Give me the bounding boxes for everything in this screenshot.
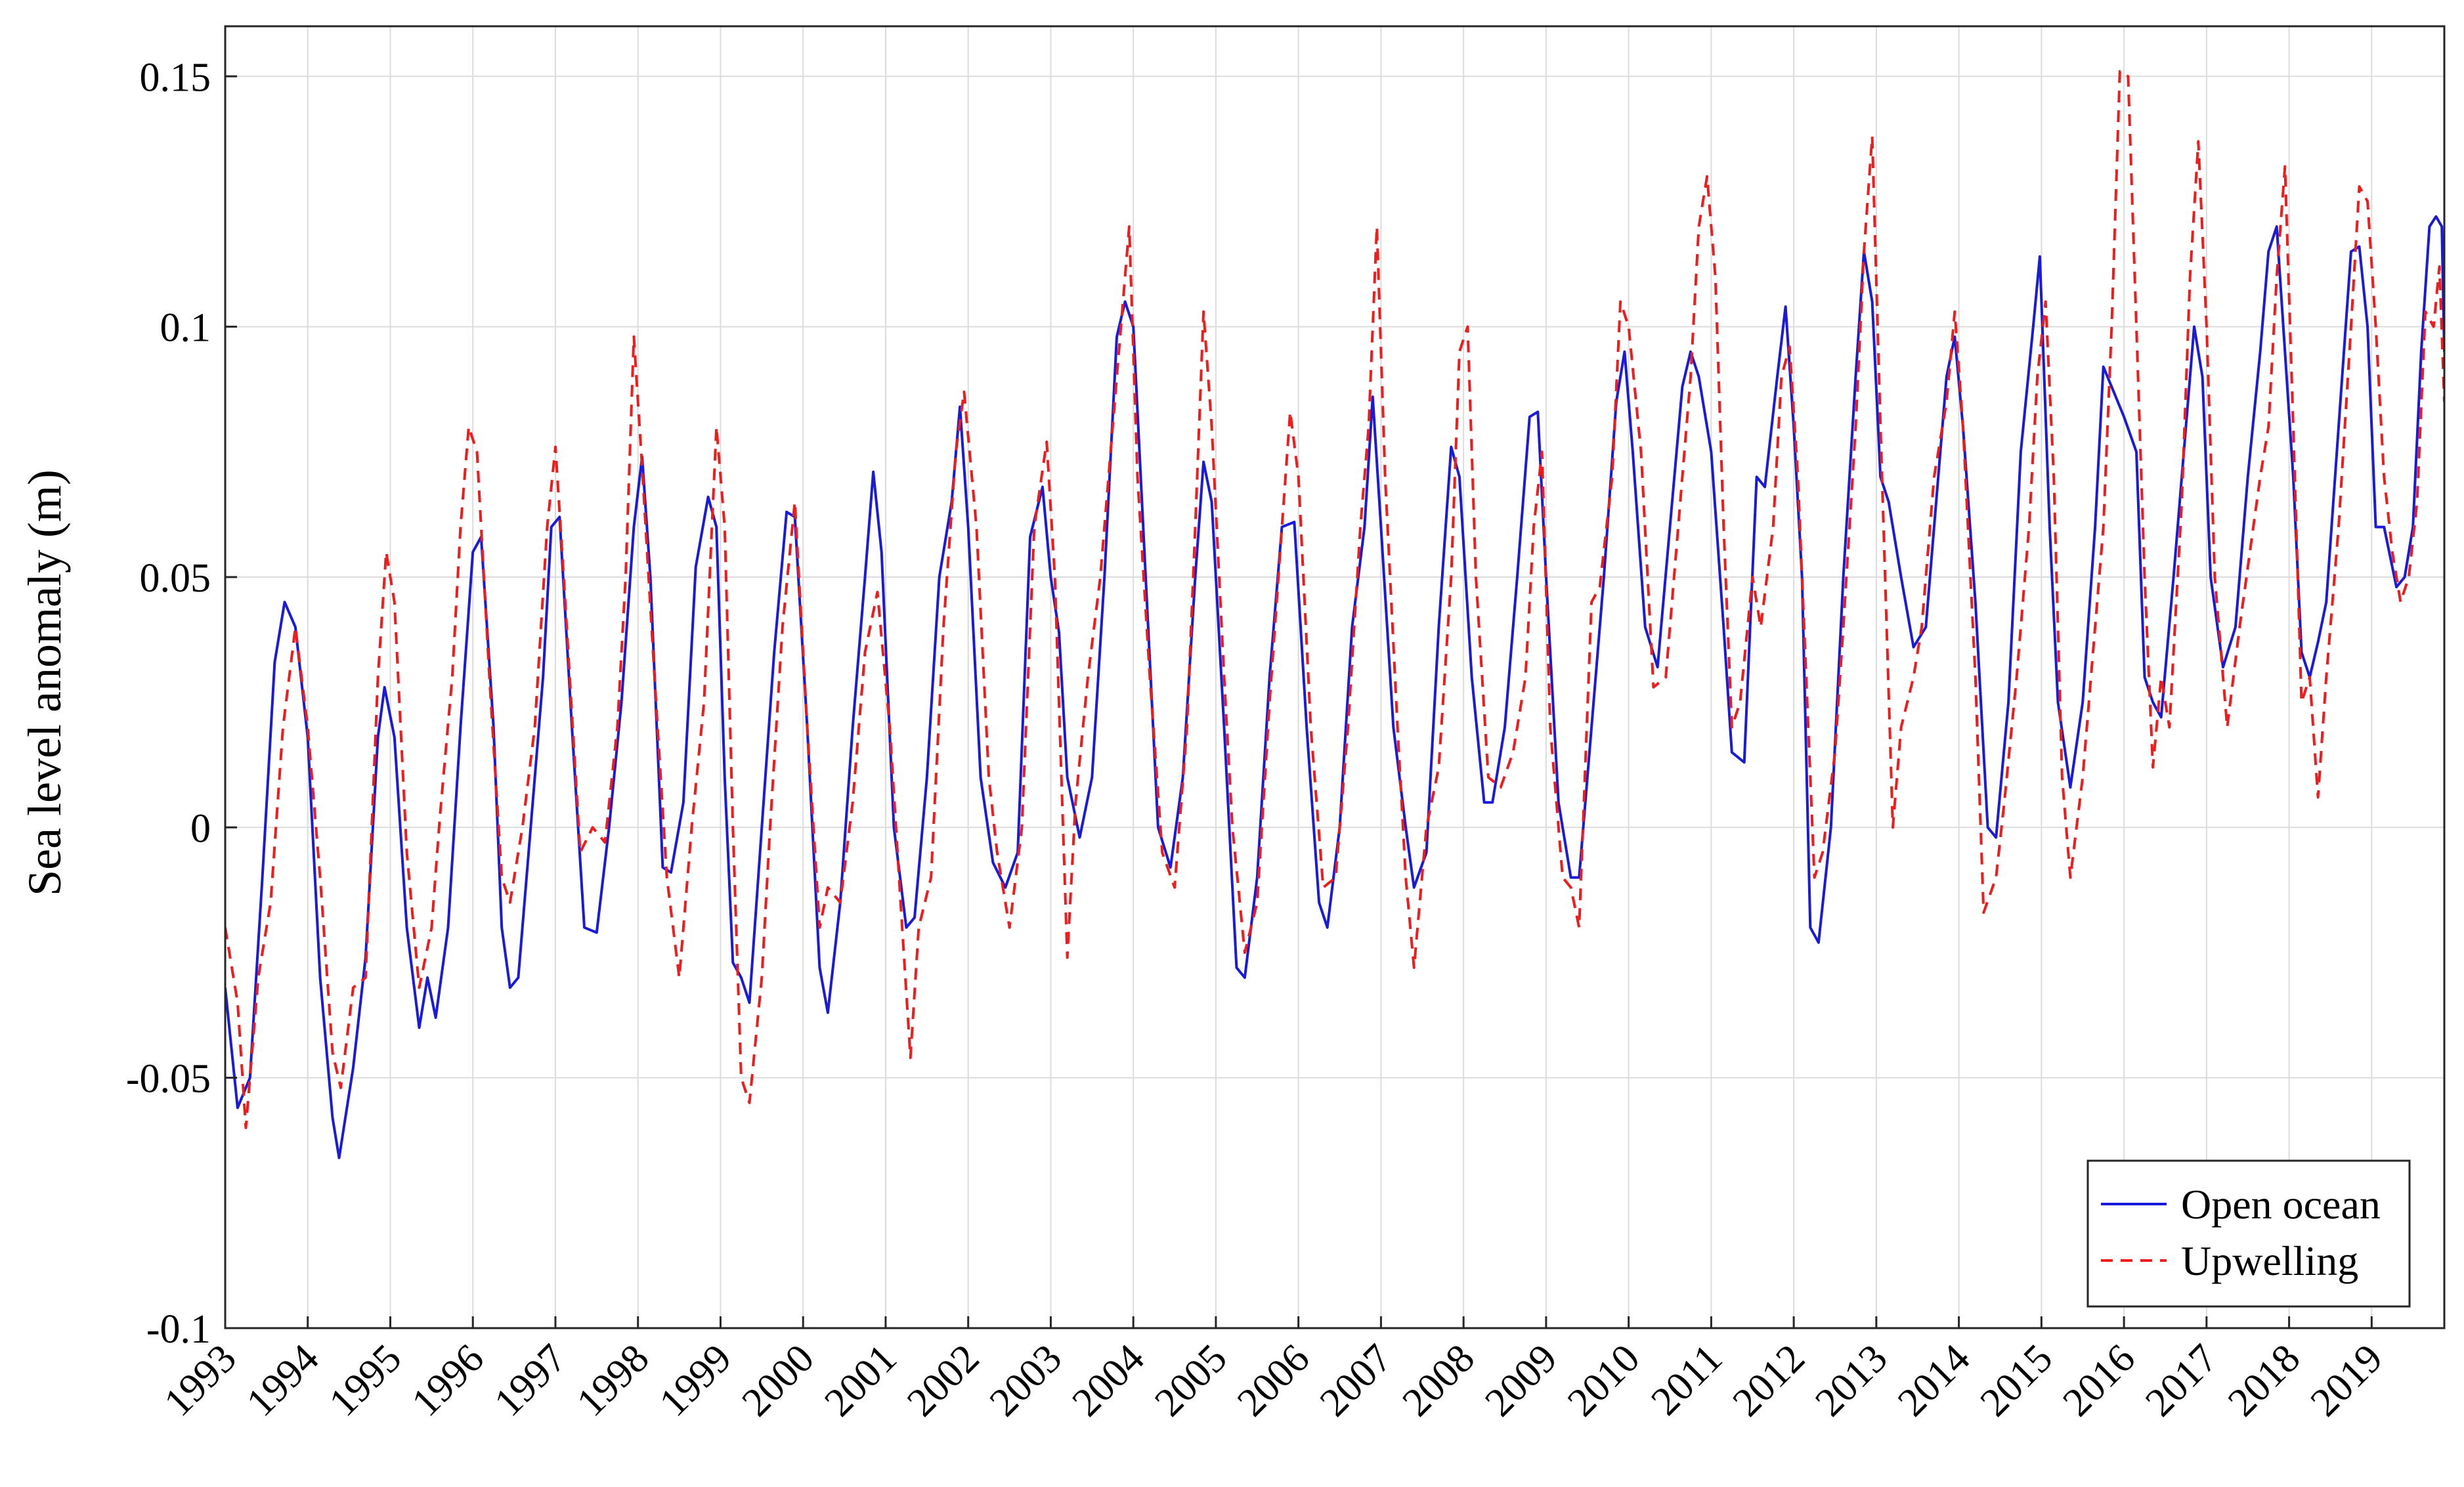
y-tick-label: 0.15 [140, 55, 211, 100]
series-line-open-ocean [225, 215, 2444, 1159]
y-tick-label: -0.05 [126, 1057, 211, 1102]
y-axis-label: Sea level anomaly (m) [18, 469, 71, 896]
grid-lines [225, 26, 2444, 1329]
y-axis-ticks: -0.1 -0.05 0 0.05 0.1 0.15 [126, 55, 237, 1352]
y-tick-label: -0.1 [146, 1307, 211, 1352]
series-line-upwelling [225, 70, 2444, 1129]
legend-label-upwelling: Upwelling [2181, 1238, 2358, 1284]
plot-frame [224, 25, 2446, 1329]
legend-box [2086, 1159, 2411, 1308]
y-tick-label: 0.05 [140, 556, 211, 601]
y-tick-label: 0 [190, 806, 211, 851]
y-tick-label: 0.1 [160, 306, 211, 351]
legend-label-open-ocean: Open ocean [2181, 1181, 2381, 1228]
series-lines [225, 70, 2444, 1159]
legend: Open ocean Upwelling [2086, 1159, 2411, 1308]
